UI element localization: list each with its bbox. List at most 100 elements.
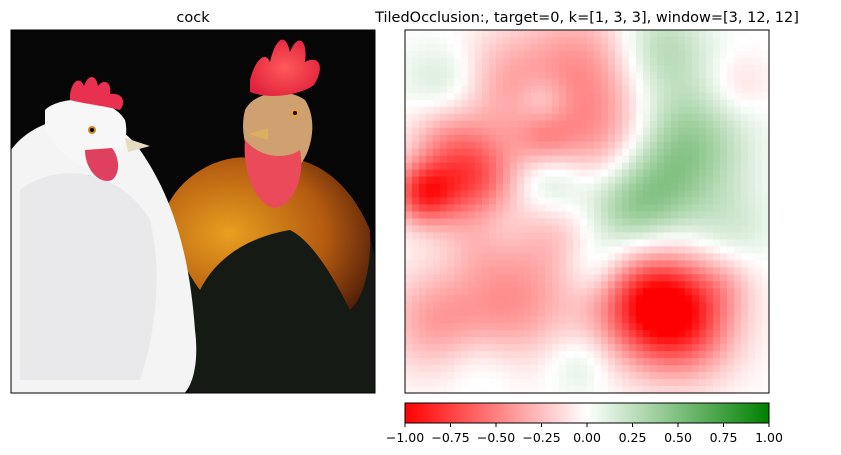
heatmap-cell xyxy=(748,148,756,157)
heatmap-cell xyxy=(552,190,560,199)
heatmap-cell xyxy=(636,253,644,261)
heatmap-cell xyxy=(727,351,735,359)
heatmap-cell xyxy=(482,239,490,247)
heatmap-cell xyxy=(685,127,693,136)
heatmap-cell xyxy=(629,64,637,73)
heatmap-cell xyxy=(608,281,616,289)
heatmap-cell xyxy=(720,204,728,213)
heatmap-cell xyxy=(587,253,595,261)
heatmap-cell xyxy=(468,309,476,317)
heatmap-cell xyxy=(440,274,448,282)
heatmap-cell xyxy=(440,232,448,241)
heatmap-cell xyxy=(650,232,658,241)
heatmap-cell xyxy=(720,372,728,380)
heatmap-cell xyxy=(622,162,630,171)
heatmap-cell xyxy=(587,190,595,199)
heatmap-cell xyxy=(636,85,644,94)
heatmap-cell xyxy=(664,30,672,38)
heatmap-cell xyxy=(643,169,651,178)
heatmap-cell xyxy=(629,78,637,87)
heatmap-cell xyxy=(664,64,672,73)
heatmap-cell xyxy=(454,232,462,241)
heatmap-cell xyxy=(580,232,588,241)
heatmap-cell xyxy=(426,64,434,73)
heatmap-cell xyxy=(433,288,441,296)
heatmap-cell xyxy=(692,281,700,289)
heatmap-cell xyxy=(650,302,658,310)
heatmap-cell xyxy=(405,295,413,303)
heatmap-cell xyxy=(755,176,763,185)
heatmap-cell xyxy=(650,30,658,38)
heatmap-cell xyxy=(692,134,700,143)
heatmap-cell xyxy=(545,239,553,247)
heatmap-cell xyxy=(755,78,763,87)
heatmap-cell xyxy=(678,183,686,192)
heatmap-cell xyxy=(762,127,770,136)
heatmap-cell xyxy=(643,239,651,247)
heatmap-cell xyxy=(489,365,497,373)
heatmap-cell xyxy=(699,372,707,380)
heatmap-cell xyxy=(566,183,574,192)
heatmap-cell xyxy=(692,120,700,129)
heatmap-cell xyxy=(755,141,763,150)
heatmap-cell xyxy=(496,246,504,254)
heatmap-cell xyxy=(412,50,420,59)
heatmap-cell xyxy=(622,316,630,324)
heatmap-cell xyxy=(727,323,735,331)
heatmap-cell xyxy=(685,211,693,220)
heatmap-cell xyxy=(580,295,588,303)
heatmap-cell xyxy=(699,267,707,275)
heatmap-cell xyxy=(615,295,623,303)
heatmap-cell xyxy=(559,316,567,324)
heatmap-cell xyxy=(622,309,630,317)
heatmap-cell xyxy=(664,372,672,380)
heatmap-cell xyxy=(755,274,763,282)
heatmap-cell xyxy=(545,295,553,303)
heatmap-cell xyxy=(566,197,574,206)
heatmap-cell xyxy=(720,302,728,310)
heatmap-cell xyxy=(440,239,448,247)
heatmap-cell xyxy=(405,330,413,338)
heatmap-cell xyxy=(552,302,560,310)
heatmap-cell xyxy=(552,281,560,289)
heatmap-cell xyxy=(496,134,504,143)
heatmap-cell xyxy=(622,141,630,150)
heatmap-cell xyxy=(419,218,427,227)
heatmap-cell xyxy=(657,106,665,115)
heatmap-cell xyxy=(454,43,462,52)
heatmap-cell xyxy=(531,372,539,380)
heatmap-cell xyxy=(440,148,448,157)
heatmap-cell xyxy=(678,176,686,185)
heatmap-cell xyxy=(706,239,714,247)
heatmap-cell xyxy=(517,162,525,171)
heatmap-cell xyxy=(461,190,469,199)
heatmap-cell xyxy=(524,85,532,94)
heatmap-cell xyxy=(503,50,511,59)
heatmap-cell xyxy=(405,351,413,359)
heatmap-cell xyxy=(748,57,756,66)
heatmap-cell xyxy=(475,78,483,87)
heatmap-cell xyxy=(426,239,434,247)
heatmap-cell xyxy=(706,169,714,178)
heatmap-cell xyxy=(699,295,707,303)
heatmap-cell xyxy=(489,225,497,234)
heatmap-cell xyxy=(608,204,616,213)
heatmap-cell xyxy=(454,323,462,331)
heatmap-cell xyxy=(412,302,420,310)
heatmap-cell xyxy=(657,295,665,303)
heatmap-cell xyxy=(762,148,770,157)
heatmap-cell xyxy=(573,78,581,87)
heatmap-cell xyxy=(601,351,609,359)
heatmap-cell xyxy=(496,57,504,66)
heatmap-cell xyxy=(706,120,714,129)
heatmap-cell xyxy=(643,267,651,275)
heatmap-cell xyxy=(552,225,560,234)
heatmap-cell xyxy=(636,169,644,178)
heatmap-cell xyxy=(699,288,707,296)
heatmap-cell xyxy=(580,309,588,317)
heatmap-cell xyxy=(741,351,749,359)
heatmap-cell xyxy=(622,288,630,296)
heatmap-cell xyxy=(643,330,651,338)
heatmap-cell xyxy=(706,309,714,317)
heatmap-cell xyxy=(734,197,742,206)
